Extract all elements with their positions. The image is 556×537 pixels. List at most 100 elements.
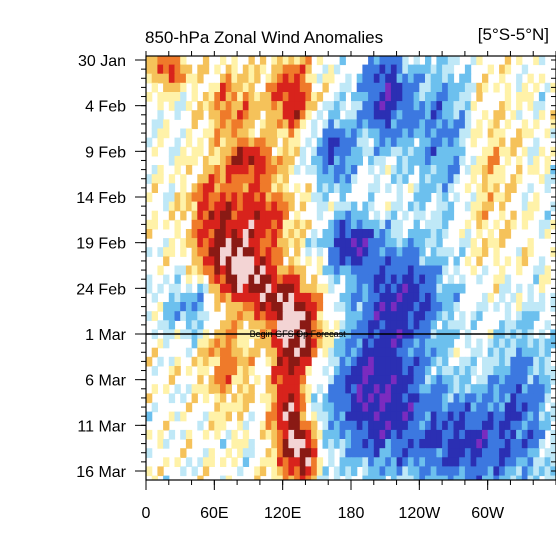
heatmap-cell <box>351 119 358 130</box>
heatmap-cell <box>396 402 403 413</box>
heatmap-cell <box>299 439 307 449</box>
heatmap-cell <box>339 393 346 404</box>
heatmap-cell <box>163 338 170 349</box>
heatmap-cell <box>231 429 238 440</box>
heatmap-cell <box>385 366 392 376</box>
heatmap-cell <box>316 402 324 413</box>
heatmap-cell <box>322 165 329 175</box>
heatmap-cell <box>373 283 381 294</box>
heatmap-cell <box>425 256 432 267</box>
heatmap-cell <box>373 411 381 422</box>
heatmap-cell <box>231 128 238 139</box>
heatmap-cell <box>305 448 312 458</box>
heatmap-cell <box>333 302 341 312</box>
heatmap-cell <box>425 137 432 148</box>
heatmap-cell <box>265 393 272 404</box>
heatmap-cell <box>419 210 426 221</box>
heatmap-cell <box>373 356 381 367</box>
heatmap-cell <box>271 110 278 120</box>
heatmap-cell <box>146 73 153 84</box>
heatmap-cell <box>521 82 529 93</box>
heatmap-cell <box>208 347 215 358</box>
heatmap-cell <box>208 283 215 294</box>
heatmap-cell <box>487 393 494 404</box>
heatmap-cell <box>237 183 244 193</box>
heatmap-cell <box>259 101 267 111</box>
heatmap-cell <box>538 56 546 66</box>
heatmap-cell <box>174 146 181 157</box>
heatmap-cell <box>237 210 244 221</box>
heatmap-cell <box>351 338 358 349</box>
heatmap-cell <box>277 64 284 75</box>
heatmap-cell <box>379 64 386 75</box>
heatmap-cell <box>231 210 238 221</box>
heatmap-cell <box>333 201 341 212</box>
heatmap-cell <box>259 92 267 102</box>
heatmap-cell <box>305 64 312 75</box>
heatmap-cell <box>447 420 455 431</box>
heatmap-cell <box>265 338 272 349</box>
heatmap-cell <box>271 183 278 193</box>
heatmap-cell <box>482 192 489 203</box>
heatmap-cell <box>442 119 449 130</box>
heatmap-cell <box>447 137 455 148</box>
heatmap-cell <box>396 155 403 166</box>
heatmap-cell <box>453 119 460 130</box>
heatmap-cell <box>413 110 420 120</box>
heatmap-cell <box>419 229 426 239</box>
heatmap-cell <box>504 320 512 330</box>
heatmap-cell <box>396 475 403 480</box>
heatmap-cell <box>197 302 204 312</box>
heatmap-cell <box>470 393 477 404</box>
heatmap-cell <box>362 384 369 394</box>
heatmap-cell <box>482 475 489 480</box>
heatmap-cell <box>413 201 420 212</box>
heatmap-cell <box>362 457 369 467</box>
heatmap-cell <box>356 302 363 312</box>
heatmap-cell <box>516 265 523 276</box>
heatmap-cell <box>237 137 244 148</box>
heatmap-cell <box>265 183 272 193</box>
heatmap-cell <box>311 229 318 239</box>
heatmap-cell <box>214 183 221 193</box>
heatmap-cell <box>294 411 301 422</box>
heatmap-cell <box>459 229 466 239</box>
heatmap-cell <box>436 92 443 102</box>
heatmap-cell <box>368 347 375 358</box>
heatmap-cell <box>459 356 466 367</box>
heatmap-cell <box>419 64 426 75</box>
heatmap-cell <box>265 429 272 440</box>
heatmap-cell <box>385 56 392 66</box>
heatmap-cell <box>373 137 381 148</box>
heatmap-cell <box>202 429 210 440</box>
heatmap-cell <box>208 92 215 102</box>
heatmap-cell <box>527 302 534 312</box>
heatmap-cell <box>356 311 363 321</box>
heatmap-cell <box>185 155 193 166</box>
heatmap-cell <box>328 411 335 422</box>
heatmap-cell <box>482 201 489 212</box>
heatmap-cell <box>533 110 540 120</box>
heatmap-cell <box>248 302 255 312</box>
heatmap-cell <box>202 174 210 184</box>
heatmap-cell <box>328 347 335 358</box>
heatmap-cell <box>493 302 500 312</box>
heatmap-cell <box>447 448 455 458</box>
heatmap-cell <box>185 320 193 330</box>
heatmap-cell <box>447 457 455 467</box>
heatmap-cell <box>390 238 398 248</box>
heatmap-cell <box>299 466 307 477</box>
heatmap-cell <box>356 155 363 166</box>
heatmap-cell <box>516 128 523 139</box>
heatmap-cell <box>151 165 158 175</box>
heatmap-cell <box>294 165 301 175</box>
heatmap-cell <box>220 375 227 385</box>
heatmap-cell <box>294 457 301 467</box>
heatmap-cell <box>527 238 534 248</box>
heatmap-cell <box>476 128 483 139</box>
heatmap-cell <box>544 265 551 276</box>
heatmap-cell <box>305 384 312 394</box>
heatmap-cell <box>277 229 284 239</box>
heatmap-cell <box>168 64 176 75</box>
